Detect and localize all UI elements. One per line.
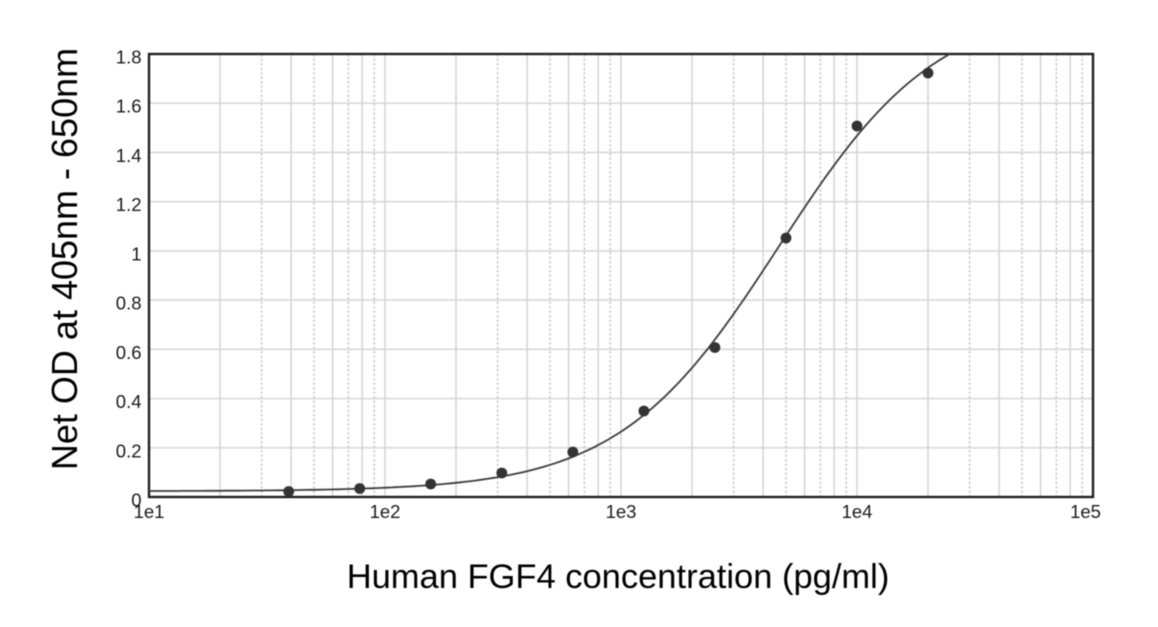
svg-text:1.8: 1.8 xyxy=(116,47,142,68)
svg-text:Human FGF4 concentration (pg/m: Human FGF4 concentration (pg/ml) xyxy=(347,558,890,596)
svg-text:1: 1 xyxy=(131,243,141,264)
svg-text:1e4: 1e4 xyxy=(842,501,873,522)
svg-text:1.4: 1.4 xyxy=(116,145,142,166)
svg-text:1.2: 1.2 xyxy=(116,194,142,215)
svg-text:1e3: 1e3 xyxy=(606,501,637,522)
svg-text:1e1: 1e1 xyxy=(134,501,165,522)
svg-text:1.6: 1.6 xyxy=(116,96,142,117)
svg-text:0: 0 xyxy=(131,490,141,511)
svg-text:Net OD at 405nm - 650nm: Net OD at 405nm - 650nm xyxy=(44,48,85,470)
svg-text:1e5: 1e5 xyxy=(1070,501,1101,522)
svg-text:0.8: 0.8 xyxy=(116,293,142,314)
svg-text:0.2: 0.2 xyxy=(116,440,142,461)
svg-text:1e2: 1e2 xyxy=(370,501,401,522)
svg-text:0.4: 0.4 xyxy=(116,391,142,412)
svg-text:0.6: 0.6 xyxy=(116,342,142,363)
